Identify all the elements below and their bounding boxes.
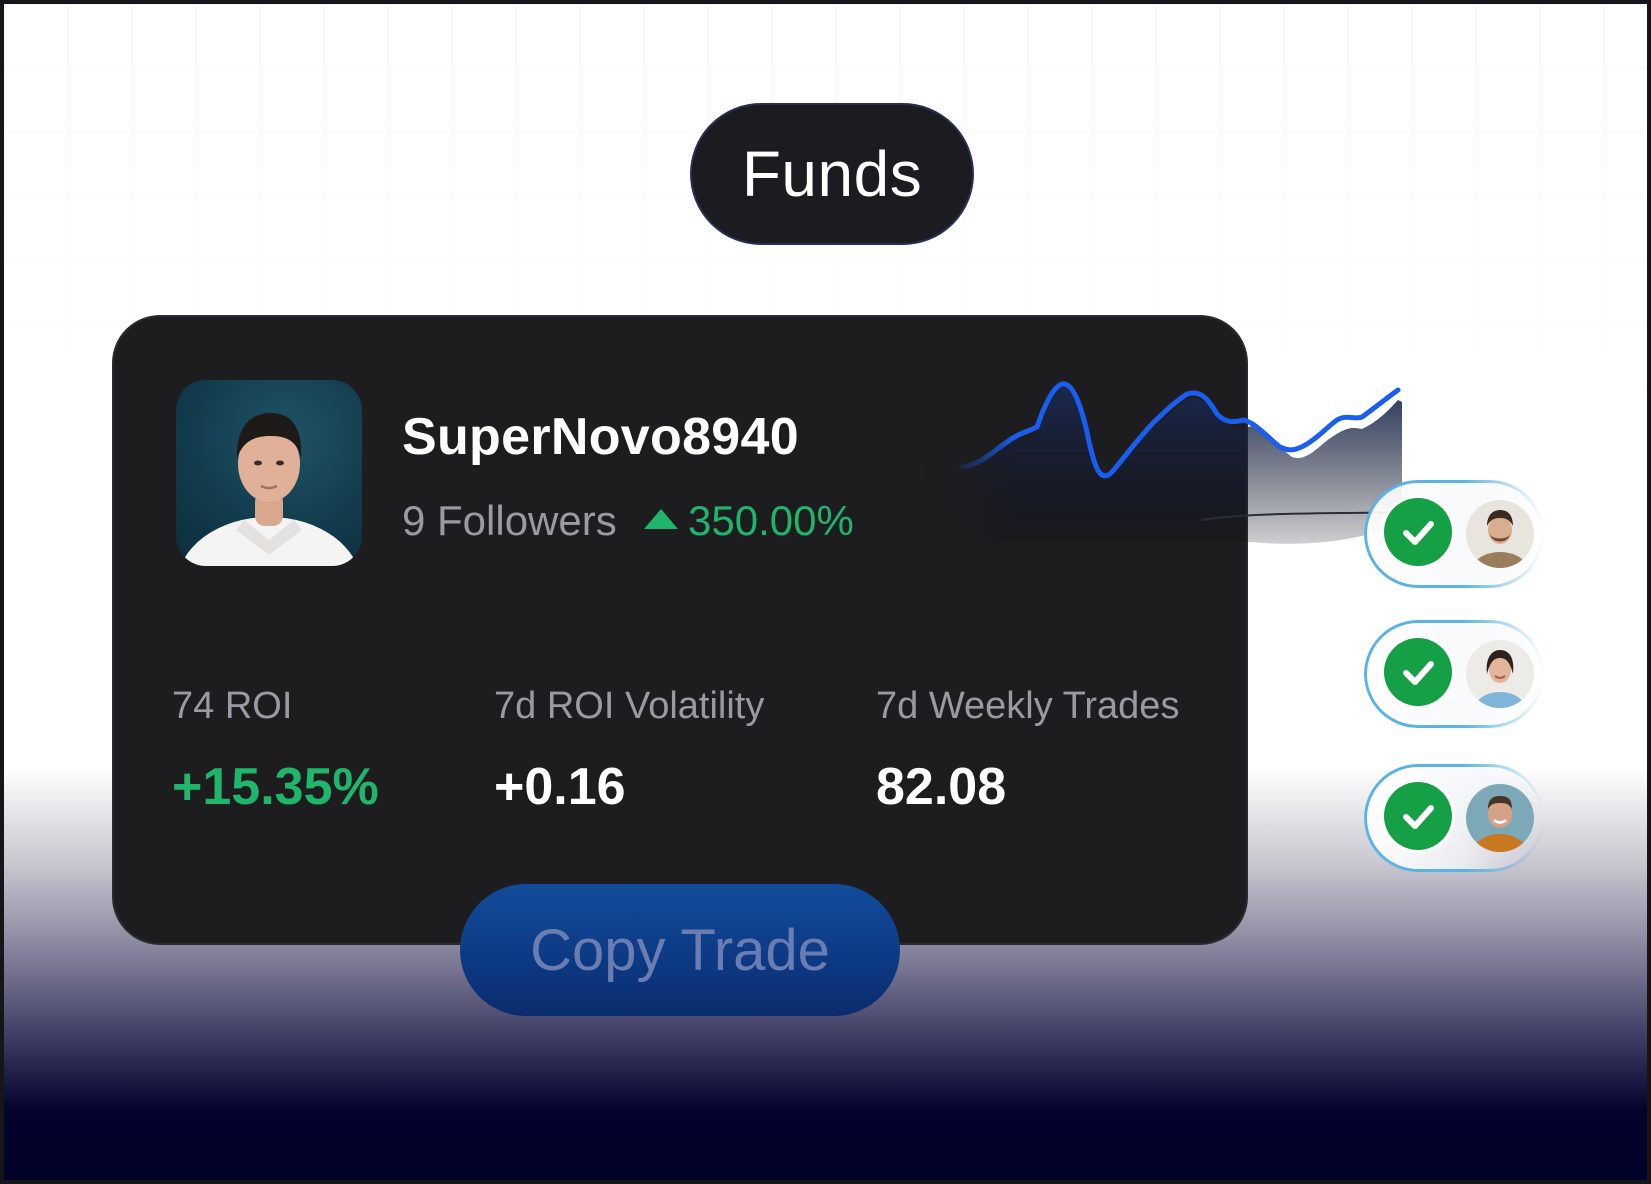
- copied-follower-row: [1364, 480, 1544, 588]
- copy-trade-button[interactable]: Copy Trade: [460, 884, 900, 1016]
- growth-indicator: 350.00%: [644, 497, 854, 545]
- stat-value-weekly-trades: 82.08: [876, 758, 1007, 816]
- follower-avatar: [1466, 500, 1534, 568]
- funds-pill[interactable]: Funds: [690, 103, 974, 245]
- follower-avatar: [1466, 640, 1534, 708]
- trader-avatar: [176, 380, 362, 566]
- stat-label-volatility: 7d ROI Volatility: [494, 685, 765, 727]
- growth-value: 350.00%: [688, 497, 854, 544]
- stat-value-volatility: +0.16: [494, 758, 626, 816]
- copied-follower-row: [1364, 620, 1544, 728]
- triangle-up-icon: [644, 509, 678, 529]
- performance-sparkline: [922, 381, 1403, 544]
- followers-count: 9 Followers: [402, 497, 617, 544]
- stat-label-roi: 74 ROI: [172, 685, 293, 727]
- check-circle-icon: [1384, 498, 1452, 566]
- funds-pill-label: Funds: [741, 138, 923, 210]
- stat-label-weekly-trades: 7d Weekly Trades: [876, 685, 1180, 727]
- stat-value-roi: +15.35%: [172, 758, 379, 816]
- check-circle-icon: [1384, 638, 1452, 706]
- copied-follower-row: [1364, 764, 1544, 872]
- follower-avatar: [1466, 784, 1534, 852]
- check-circle-icon: [1384, 782, 1452, 850]
- trader-username: SuperNovo8940: [402, 408, 799, 466]
